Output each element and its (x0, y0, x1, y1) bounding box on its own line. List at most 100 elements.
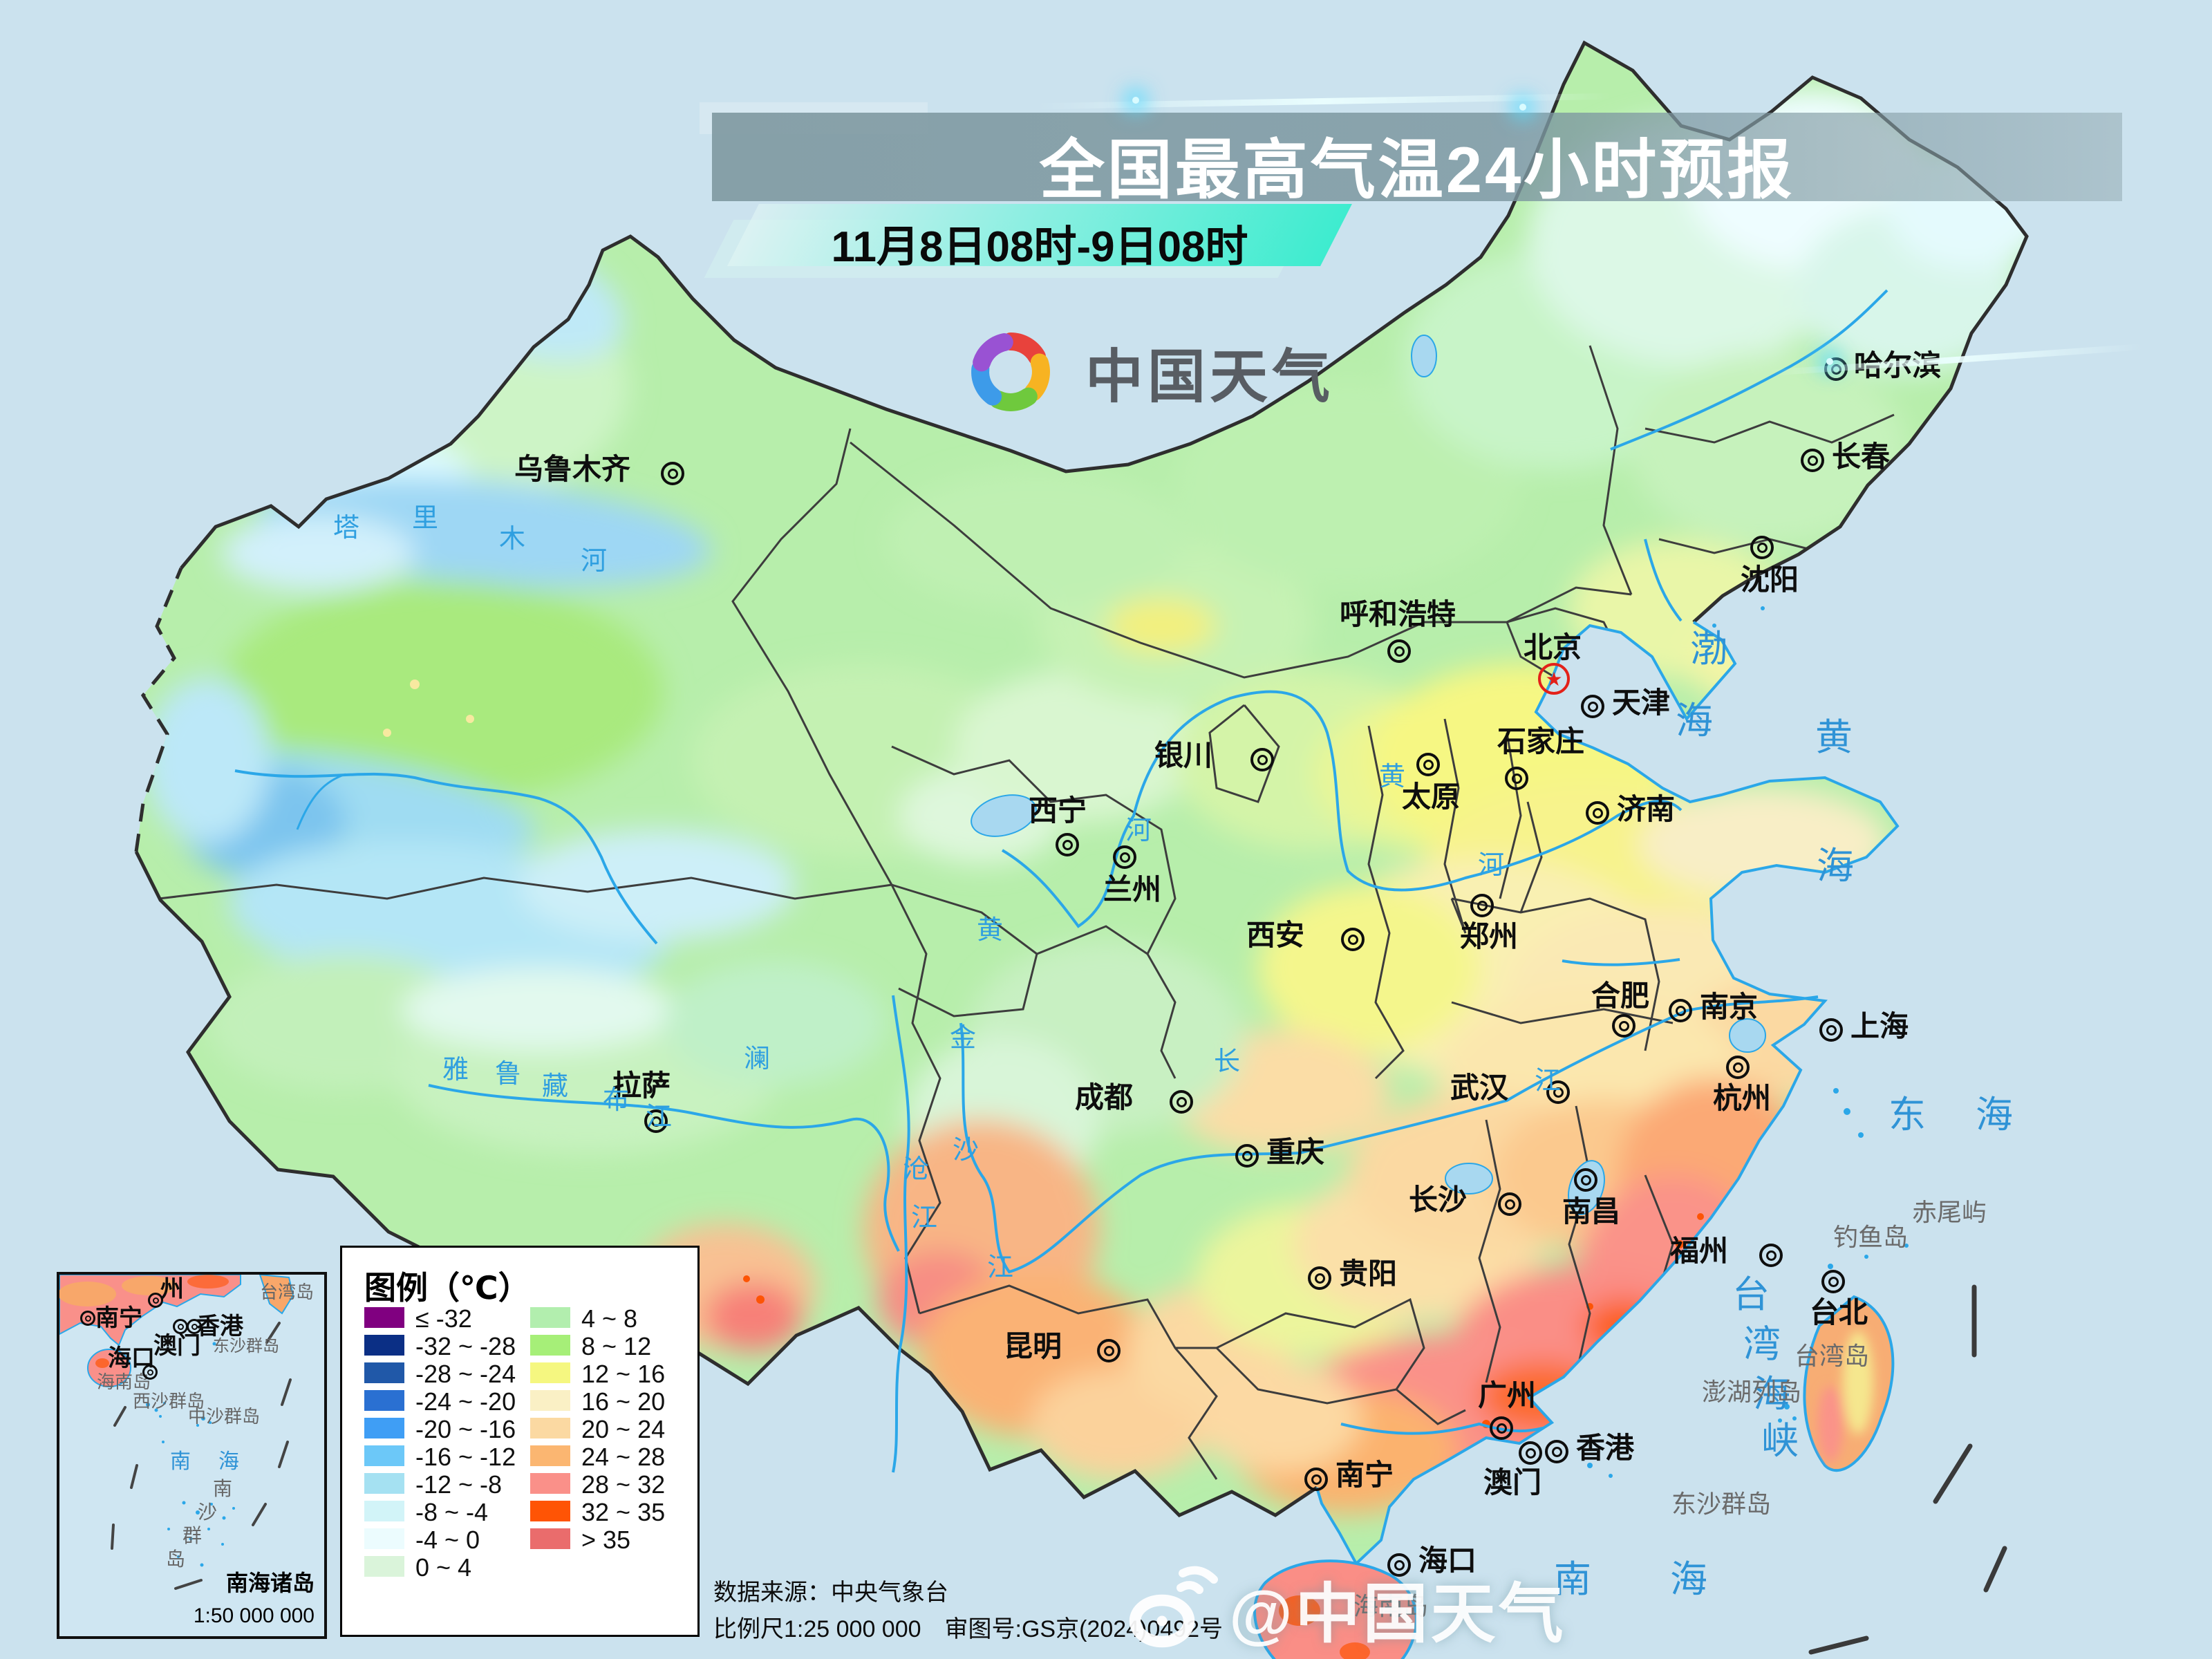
city-marker-海口 (1387, 1553, 1411, 1577)
island-label-东沙群岛: 东沙群岛 (1671, 1490, 1772, 1518)
river-label-沧-10: 沧 (903, 1154, 930, 1184)
sea-label-海-5: 海 (1976, 1093, 2013, 1136)
river-label-江-11: 江 (911, 1202, 938, 1232)
legend-left-label-0: ≤ -32 (415, 1304, 472, 1333)
inset-city-marker-1 (80, 1311, 95, 1326)
legend-left-swatch-7 (364, 1501, 404, 1521)
city-label-杭州: 杭州 (1713, 1082, 1772, 1114)
city-label-乌鲁木齐: 乌鲁木齐 (514, 453, 631, 485)
forecast-period: 11月8日08时-9日08时 (831, 223, 1248, 271)
city-label-西宁: 西宁 (1029, 794, 1087, 827)
inset-label-南宁-1: 南宁 (95, 1305, 142, 1331)
legend-right-swatch-3 (530, 1390, 570, 1411)
page-title: 全国最高气温24小时预报 (1039, 133, 1795, 206)
city-label-香港: 香港 (1576, 1432, 1635, 1464)
city-label-南京: 南京 (1700, 991, 1759, 1023)
temperature-shading (145, 90, 2027, 1514)
sea-label-海-1: 海 (1676, 699, 1713, 742)
logo-text: 中国天气 (1085, 344, 1335, 409)
river-label-雅-4: 雅 (442, 1054, 469, 1085)
legend-right-swatch-5 (530, 1445, 570, 1466)
legend-left-label-9: 0 ~ 4 (415, 1553, 472, 1582)
legend-left-label-1: -32 ~ -28 (415, 1332, 516, 1360)
city-label-广州: 广州 (1478, 1379, 1537, 1412)
city-label-合肥: 合肥 (1591, 980, 1650, 1012)
legend-left-swatch-3 (364, 1390, 404, 1411)
city-label-昆明: 昆明 (1004, 1330, 1062, 1362)
legend-right-label-3: 16 ~ 20 (581, 1387, 666, 1416)
river-label-河-18: 河 (1478, 850, 1505, 880)
city-marker-杭州 (1726, 1056, 1750, 1079)
city-label-石家庄: 石家庄 (1497, 725, 1585, 758)
sea-label-东-4: 东 (1888, 1093, 1926, 1136)
river-label-澜-9: 澜 (744, 1043, 771, 1074)
legend-right-swatch-6 (530, 1473, 570, 1494)
city-marker-福州 (1759, 1244, 1783, 1267)
inset-label-西沙群岛-8: 西沙群岛 (133, 1391, 205, 1412)
city-marker-乌鲁木齐 (661, 462, 684, 485)
sea-label-海-7: 海 (1670, 1557, 1707, 1601)
flare-glow (1519, 104, 1526, 111)
city-label-武汉: 武汉 (1450, 1071, 1509, 1104)
legend-right-swatch-2 (530, 1362, 570, 1383)
legend-left-label-3: -24 ~ -20 (415, 1387, 516, 1416)
river-label-江-8: 江 (646, 1101, 673, 1132)
city-label-南昌: 南昌 (1562, 1195, 1621, 1228)
city-marker-沈阳 (1750, 536, 1774, 559)
city-marker-西宁 (1056, 833, 1079, 856)
island-label-台湾岛: 台湾岛 (1794, 1342, 1870, 1370)
legend-right-label-6: 28 ~ 32 (581, 1470, 666, 1499)
inset-label-中沙群岛-9: 中沙群岛 (188, 1406, 261, 1427)
city-label-拉萨: 拉萨 (612, 1069, 671, 1102)
sea-label-南-6: 南 (1554, 1557, 1591, 1601)
legend-right-label-1: 8 ~ 12 (581, 1332, 652, 1360)
city-marker-天津 (1581, 695, 1604, 718)
inset-label-澳门-3: 澳门 (153, 1333, 200, 1359)
sea-boundary-dashes (1808, 1284, 2007, 1655)
river-label-沙-13: 沙 (953, 1134, 980, 1165)
city-label-长沙: 长沙 (1409, 1183, 1468, 1216)
legend-right-swatch-8 (530, 1528, 570, 1549)
logo-petal-4 (973, 333, 1013, 372)
city-label-西安: 西安 (1246, 919, 1305, 951)
city-label-银川: 银川 (1154, 739, 1213, 771)
inset-label-东沙群岛-7: 东沙群岛 (213, 1337, 279, 1356)
river-label-长-19: 长 (1214, 1046, 1241, 1076)
sea-label-海-10: 海 (1753, 1372, 1790, 1416)
weibo-icon (1129, 1566, 1218, 1648)
island-label-赤尾屿: 赤尾屿 (1912, 1198, 1987, 1226)
inset-title: 南海诸岛 (225, 1571, 315, 1595)
inset-city-marker-2 (173, 1319, 188, 1334)
city-label-兰州: 兰州 (1103, 873, 1162, 906)
legend-right-swatch-4 (530, 1418, 570, 1438)
river-label-木-2: 木 (499, 523, 526, 554)
legend-left-swatch-5 (364, 1445, 404, 1466)
city-marker-武汉 (1546, 1080, 1570, 1104)
taiwan-island (1803, 1295, 1895, 1472)
legend-left-label-6: -12 ~ -8 (415, 1470, 503, 1499)
river-label-鲁-5: 鲁 (495, 1058, 522, 1089)
river-label-藏-6: 藏 (542, 1071, 569, 1101)
city-marker-西安 (1341, 928, 1365, 951)
city-marker-郑州 (1470, 894, 1494, 917)
watermark: @中国天气 (1118, 1557, 1566, 1659)
logo-petal-3 (971, 359, 1002, 406)
river-label-里-1: 里 (412, 503, 439, 533)
inset-label-台湾岛-6: 台湾岛 (260, 1282, 315, 1302)
city-marker-澳门 (1519, 1441, 1542, 1465)
national-border (134, 40, 2029, 1517)
city-label-台北: 台北 (1810, 1296, 1868, 1329)
watermark-text: @中国天气 (1229, 1577, 1566, 1650)
inset-label-群-14: 群 (182, 1525, 203, 1546)
city-marker-兰州 (1113, 845, 1136, 869)
city-marker-长春 (1801, 449, 1824, 472)
city-marker-拉萨 (644, 1109, 668, 1133)
legend-left-swatch-4 (364, 1418, 404, 1438)
city-marker-广州 (1490, 1416, 1513, 1440)
inset-city-marker-4 (142, 1365, 158, 1380)
source-line1: 数据来源：中央气象台 (713, 1580, 948, 1606)
legend-left-label-8: -4 ~ 0 (415, 1526, 480, 1554)
legend-left-label-4: -20 ~ -16 (415, 1415, 516, 1443)
china-weather-logo: 中国天气 (955, 317, 1334, 427)
